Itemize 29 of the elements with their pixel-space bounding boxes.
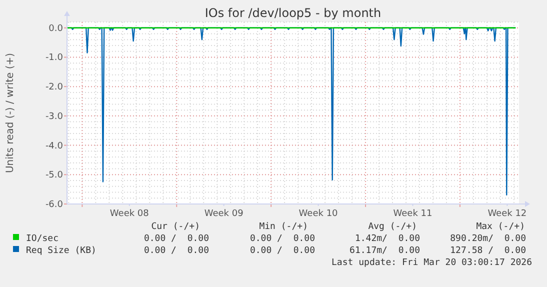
text: 0.00 / 0.00 <box>250 246 315 256</box>
y-tick-label: -6.0 <box>45 200 64 210</box>
y-tick-label: -2.0 <box>45 82 64 93</box>
y-tick-label: -4.0 <box>45 141 64 152</box>
text: Avg (-/+) <box>368 222 417 232</box>
x-tick-label: Week 12 <box>488 209 527 219</box>
text: 1.42m/ 0.00 <box>354 234 420 244</box>
legend-label: Req Size (KB) <box>26 246 96 256</box>
x-tick-label: Week 10 <box>298 209 338 219</box>
legend-label: IO/sec <box>26 234 59 244</box>
text: 127.58 / 0.00 <box>450 246 526 256</box>
y-tick-label: -3.0 <box>45 112 64 122</box>
x-tick-label: Week 11 <box>393 209 432 219</box>
text: 61.17m/ 0.00 <box>350 246 420 256</box>
text: 0.00 / 0.00 <box>144 246 209 256</box>
y-tick-label: -1.0 <box>45 53 64 64</box>
text: 890.20m/ 0.00 <box>450 234 526 244</box>
chart-title: IOs for /dev/loop5 - by month <box>204 6 382 20</box>
text: Cur (-/+) <box>151 222 200 232</box>
text: Max (-/+) <box>476 222 525 232</box>
y-tick-label: 0.0 <box>48 24 64 34</box>
y-tick-label: -5.0 <box>45 170 64 181</box>
text: Last update: Fri Mar 20 03:00:17 2026 <box>332 258 532 268</box>
text: 0.00 / 0.00 <box>144 234 209 244</box>
text: 0.00 / 0.00 <box>250 234 315 244</box>
y-axis-title: Units read (-) / write (+) <box>5 52 16 174</box>
text: Min (-/+) <box>259 222 308 232</box>
x-tick-label: Week 08 <box>110 209 150 219</box>
x-tick-label: Week 09 <box>204 209 244 219</box>
